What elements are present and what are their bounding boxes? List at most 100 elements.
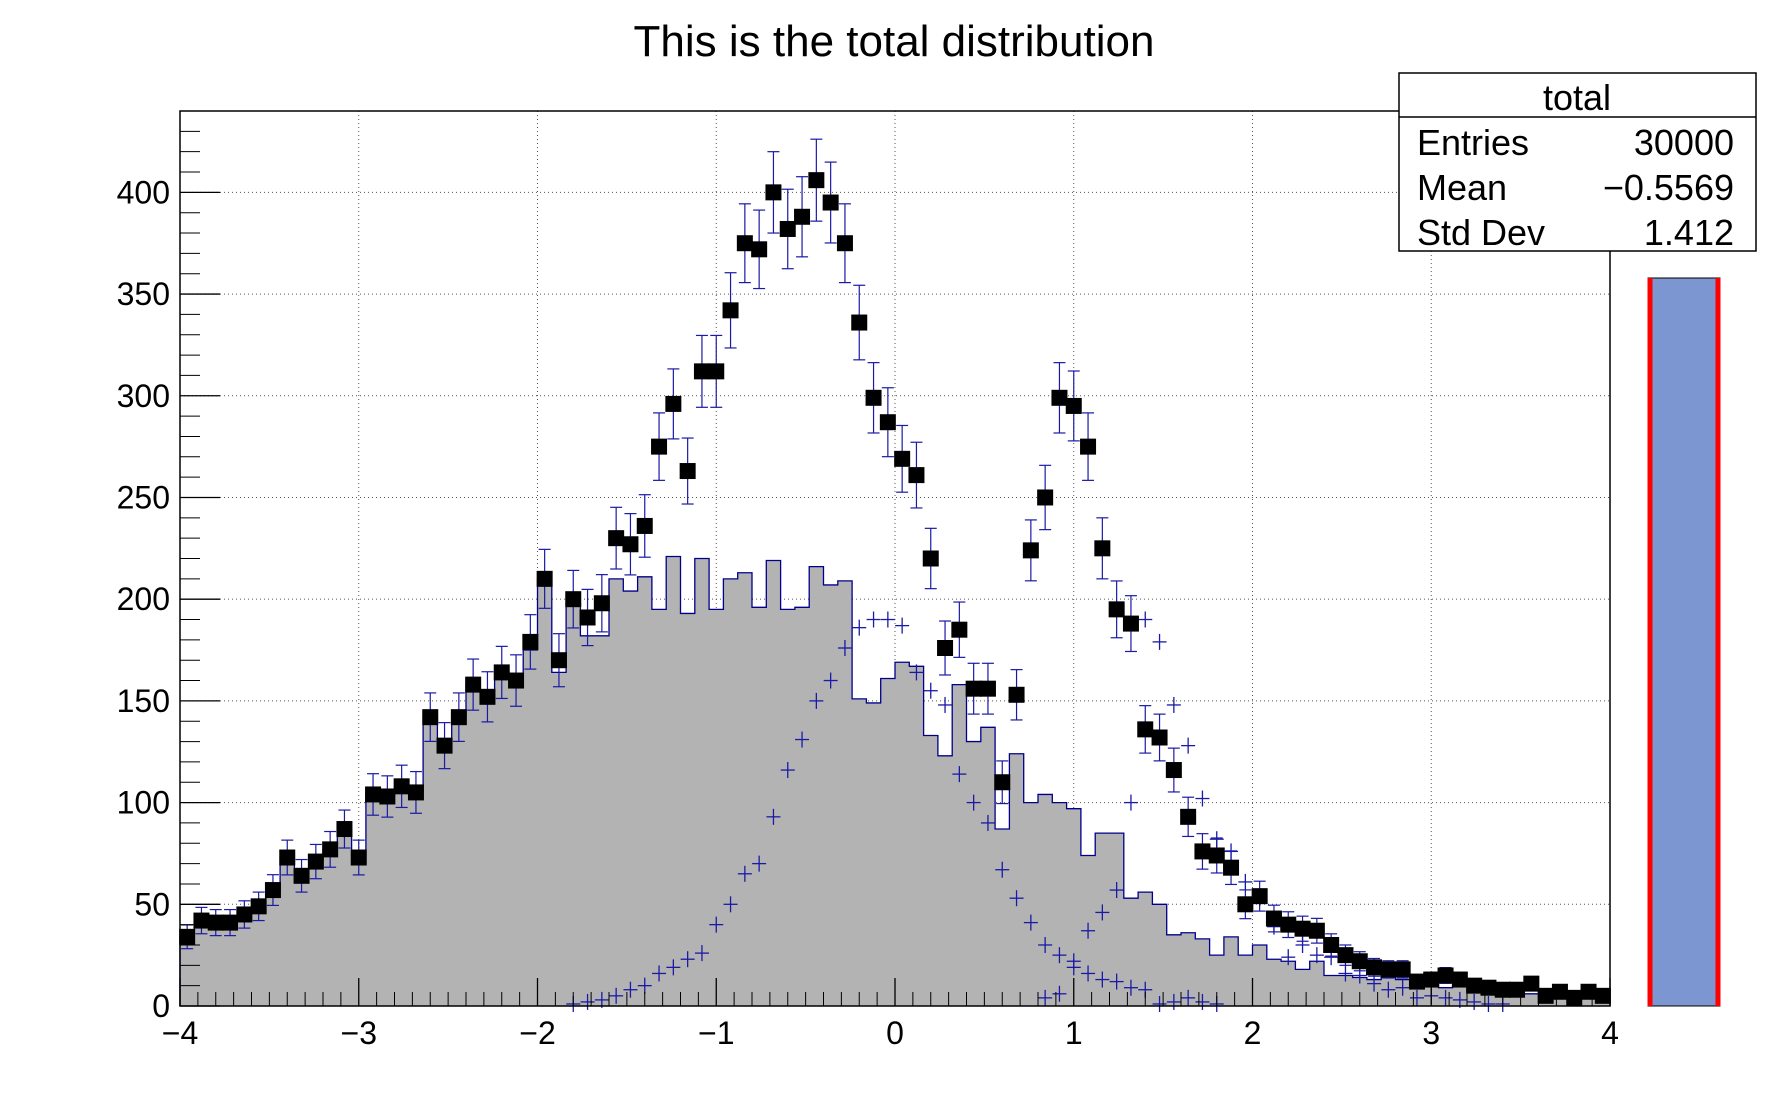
square-marker [794, 208, 811, 225]
x-tick-label: −1 [698, 1015, 734, 1051]
histogram-bar [1324, 975, 1339, 1006]
square-marker [336, 821, 353, 838]
histogram-bar [694, 558, 710, 1006]
square-marker [450, 709, 467, 726]
square-marker [1308, 922, 1325, 939]
data-point [1080, 412, 1097, 481]
cross-point [1195, 993, 1210, 1010]
data-point [1122, 595, 1139, 653]
data-point [1594, 987, 1611, 1004]
data-point [1294, 915, 1311, 942]
histogram-bar [1295, 969, 1311, 1006]
cross-point [1367, 975, 1382, 992]
histogram-bar [780, 609, 796, 1006]
square-marker [493, 664, 510, 681]
square-marker [1251, 888, 1268, 905]
stats-box-frame [1398, 72, 1757, 252]
data-point [222, 908, 239, 937]
data-point [693, 334, 710, 408]
square-marker [1051, 389, 1068, 406]
square-marker [922, 550, 939, 567]
cross-point [1438, 989, 1453, 1006]
histogram-bar [408, 792, 424, 1006]
data-point [1523, 975, 1540, 992]
cross-point [866, 611, 881, 628]
square-marker [779, 220, 796, 237]
data-point [365, 773, 382, 816]
cross-point [1338, 965, 1353, 982]
y-tick-label: 150 [117, 683, 170, 719]
histogram-bar [380, 796, 395, 1006]
data-point [1022, 519, 1039, 582]
data-point [293, 858, 310, 893]
cross-point [1123, 979, 1138, 996]
histogram-bar [237, 914, 252, 1006]
histogram-bar [1252, 944, 1268, 1006]
histogram-bar [394, 786, 410, 1006]
histogram-bar [1038, 794, 1053, 1006]
y-tick-label: 400 [117, 174, 170, 210]
square-marker [1151, 729, 1168, 746]
cross-point [766, 808, 781, 825]
histogram-bar [923, 735, 939, 1006]
data-point [1108, 580, 1125, 639]
histogram-bar [1109, 833, 1125, 1006]
square-marker [1466, 977, 1483, 994]
histogram-bar [995, 829, 1010, 1006]
histogram-bar [852, 698, 867, 1006]
data-point [922, 527, 939, 590]
data-point [579, 588, 596, 647]
square-marker [236, 906, 253, 923]
cross-point [809, 692, 824, 709]
histogram-bar [551, 672, 567, 1006]
square-marker [736, 235, 753, 252]
histogram-bar [1509, 995, 1525, 1006]
data-point [651, 412, 668, 481]
square-marker [565, 591, 582, 608]
square-marker [1509, 981, 1526, 998]
y-tick-label: 350 [117, 276, 170, 312]
square-marker [1480, 979, 1497, 996]
data-point [1008, 669, 1025, 721]
histogram-bar [594, 635, 610, 1006]
cross-point [666, 959, 681, 976]
data-point [422, 692, 439, 742]
histogram-bar [1309, 961, 1325, 1006]
stats-box-title: total [1543, 77, 1611, 118]
histogram-bar [1524, 993, 1539, 1006]
x-tick-label: −2 [519, 1015, 555, 1051]
data-point [994, 760, 1011, 805]
square-marker [1237, 896, 1254, 913]
data-point [951, 601, 968, 658]
cross-point [1152, 995, 1167, 1012]
data-point [336, 809, 353, 849]
cross-point [594, 991, 609, 1008]
data-point [708, 334, 725, 408]
histogram-bar [980, 727, 996, 1006]
square-marker [1294, 920, 1311, 937]
stats-entries-value: 30000 [1634, 122, 1734, 163]
histogram-bar [1552, 995, 1568, 1006]
data-point [1037, 464, 1054, 531]
square-marker [636, 517, 653, 534]
data-point [1451, 971, 1468, 988]
x-tick-label: 1 [1065, 1015, 1083, 1051]
histogram-bar [523, 650, 538, 1006]
data-point [1337, 944, 1354, 966]
square-marker [193, 912, 210, 929]
square-marker [1223, 859, 1240, 876]
square-marker [250, 898, 267, 915]
data-point [665, 368, 682, 440]
square-marker [1008, 686, 1025, 703]
cross-point [823, 672, 838, 689]
data-point [1509, 981, 1526, 998]
cross-point [1052, 947, 1067, 964]
histogram-bar [1066, 808, 1082, 1006]
square-marker [965, 680, 982, 697]
histogram-bar [1052, 802, 1067, 1006]
histogram-bar [651, 609, 667, 1006]
histogram-bar [1209, 955, 1225, 1006]
square-marker [1194, 843, 1211, 860]
square-marker [307, 853, 324, 870]
square-marker [1537, 987, 1554, 1004]
